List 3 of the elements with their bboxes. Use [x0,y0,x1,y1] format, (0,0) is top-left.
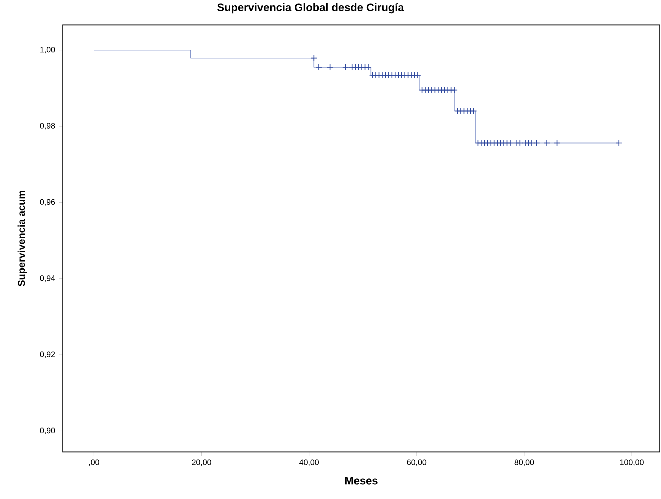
y-axis-title: Supervivencia acum [18,191,28,286]
x-axis-title: Meses [345,477,378,485]
chart-title: Supervivencia Global desde Cirugía [218,3,404,14]
